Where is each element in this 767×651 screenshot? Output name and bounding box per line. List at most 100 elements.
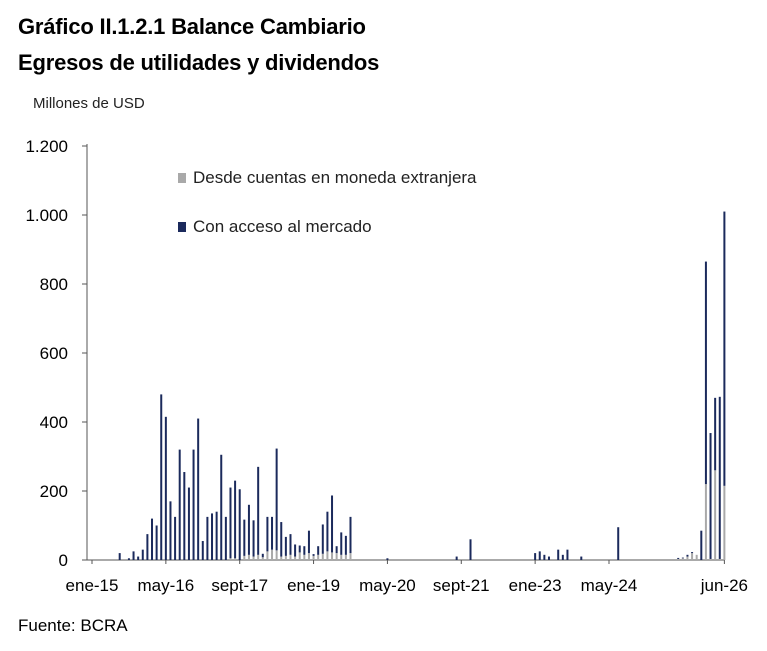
y-tick-label: 200 [40, 482, 68, 501]
bar-acceso-mercado [335, 546, 338, 554]
bar-moneda-extranjera [307, 553, 310, 560]
bar-acceso-mercado [331, 495, 334, 553]
bar-acceso-mercado [160, 394, 163, 560]
bar-acceso-mercado [714, 397, 717, 471]
x-tick-label: may-16 [138, 576, 195, 595]
bar-moneda-extranjera [294, 556, 297, 560]
bar-acceso-mercado [284, 536, 287, 556]
bar-acceso-mercado [538, 551, 541, 560]
bar-acceso-mercado [344, 535, 347, 555]
bar-moneda-extranjera [321, 553, 324, 560]
bar-acceso-mercado [164, 416, 167, 560]
bar-acceso-mercado [174, 516, 177, 560]
y-axis-label: Millones de USD [33, 95, 145, 112]
legend-label-0: Desde cuentas en moneda extranjera [193, 168, 477, 187]
bar-acceso-mercado [169, 501, 172, 560]
x-tick-label: sept-21 [433, 576, 490, 595]
x-tick-label: may-20 [359, 576, 416, 595]
chart-title: Gráfico II.1.2.1 Balance Cambiario [18, 14, 366, 39]
y-tick-label: 800 [40, 275, 68, 294]
bar-acceso-mercado [252, 520, 255, 557]
bar-acceso-mercado [709, 433, 712, 559]
bar-acceso-mercado [234, 480, 237, 559]
bar-acceso-mercado [238, 489, 241, 560]
bar-moneda-extranjera [723, 485, 726, 560]
bar-acceso-mercado [146, 534, 149, 560]
bar-moneda-extranjera [704, 484, 707, 560]
bar-moneda-extranjera [344, 554, 347, 560]
source-note: Fuente: BCRA [18, 616, 128, 635]
bar-acceso-mercado [677, 557, 680, 559]
bar-acceso-mercado [275, 448, 278, 551]
bar-acceso-mercado [224, 516, 227, 560]
x-tick-label: ene-23 [509, 576, 562, 595]
bar-acceso-mercado [187, 487, 190, 560]
bar-acceso-mercado [700, 530, 703, 560]
bar-acceso-mercado [197, 418, 200, 560]
bar-acceso-mercado [206, 516, 209, 560]
chart-subtitle: Egresos de utilidades y dividendos [18, 50, 380, 75]
bar-moneda-extranjera [266, 551, 269, 560]
y-tick-label: 600 [40, 344, 68, 363]
bar-acceso-mercado [298, 545, 301, 553]
bar-moneda-extranjera [243, 555, 246, 560]
legend-swatch-1 [178, 222, 186, 232]
bar-moneda-extranjera [709, 558, 712, 560]
bar-moneda-extranjera [326, 551, 329, 560]
bar-acceso-mercado [261, 553, 264, 558]
y-tick-label: 1.200 [25, 137, 68, 156]
bar-moneda-extranjera [247, 554, 250, 560]
bar-acceso-mercado [723, 211, 726, 486]
bar-acceso-mercado [340, 532, 343, 555]
bar-moneda-extranjera [349, 553, 352, 560]
bar-moneda-extranjera [340, 554, 343, 560]
bar-acceso-mercado [469, 539, 472, 560]
x-tick-label: may-24 [581, 576, 638, 595]
x-tick-label: ene-15 [66, 576, 119, 595]
bar-moneda-extranjera [280, 556, 283, 560]
bar-moneda-extranjera [691, 553, 694, 560]
bar-moneda-extranjera [718, 558, 721, 560]
bar-moneda-extranjera [303, 554, 306, 560]
bar-acceso-mercado [137, 556, 140, 560]
bar-acceso-mercado [192, 449, 195, 560]
bar-moneda-extranjera [229, 558, 232, 560]
bar-moneda-extranjera [686, 556, 689, 560]
y-tick-label: 400 [40, 413, 68, 432]
bar-moneda-extranjera [257, 554, 260, 560]
bar-moneda-extranjera [252, 556, 255, 560]
bar-acceso-mercado [183, 472, 186, 560]
bar-acceso-mercado [201, 541, 204, 560]
bar-acceso-mercado [704, 261, 707, 485]
bar-acceso-mercado [289, 534, 292, 555]
bar-acceso-mercado [561, 554, 564, 560]
bar-acceso-mercado [266, 516, 269, 552]
bar-acceso-mercado [178, 449, 181, 560]
x-tick-label: sept-17 [211, 576, 268, 595]
bar-acceso-mercado [280, 522, 283, 557]
bar-acceso-mercado [127, 558, 130, 560]
bar-acceso-mercado [257, 466, 260, 555]
bar-moneda-extranjera [331, 552, 334, 560]
bar-acceso-mercado [686, 554, 689, 557]
bar-chart: 0 200 400 600 800 1.000 1.200 ene-15 may-16 sept-… [25, 137, 748, 595]
bar-moneda-extranjera [681, 558, 684, 560]
bar-acceso-mercado [215, 511, 218, 560]
bar-acceso-mercado [321, 524, 324, 554]
legend-swatch-0 [178, 173, 186, 183]
bar-acceso-mercado [681, 557, 684, 559]
bar-moneda-extranjera [275, 550, 278, 560]
y-tick-label: 0 [59, 551, 68, 570]
bar-acceso-mercado [455, 556, 458, 560]
bar-acceso-mercado [617, 527, 620, 560]
bar-moneda-extranjera [312, 555, 315, 560]
bar-acceso-mercado [211, 513, 214, 560]
x-tick-label: ene-19 [287, 576, 340, 595]
bar-acceso-mercado [543, 554, 546, 560]
bar-acceso-mercado [349, 516, 352, 554]
bar-moneda-extranjera [284, 555, 287, 560]
bar-acceso-mercado [386, 558, 389, 560]
bar-acceso-mercado [534, 553, 537, 560]
bar-acceso-mercado [307, 530, 310, 554]
bar-moneda-extranjera [234, 558, 237, 560]
